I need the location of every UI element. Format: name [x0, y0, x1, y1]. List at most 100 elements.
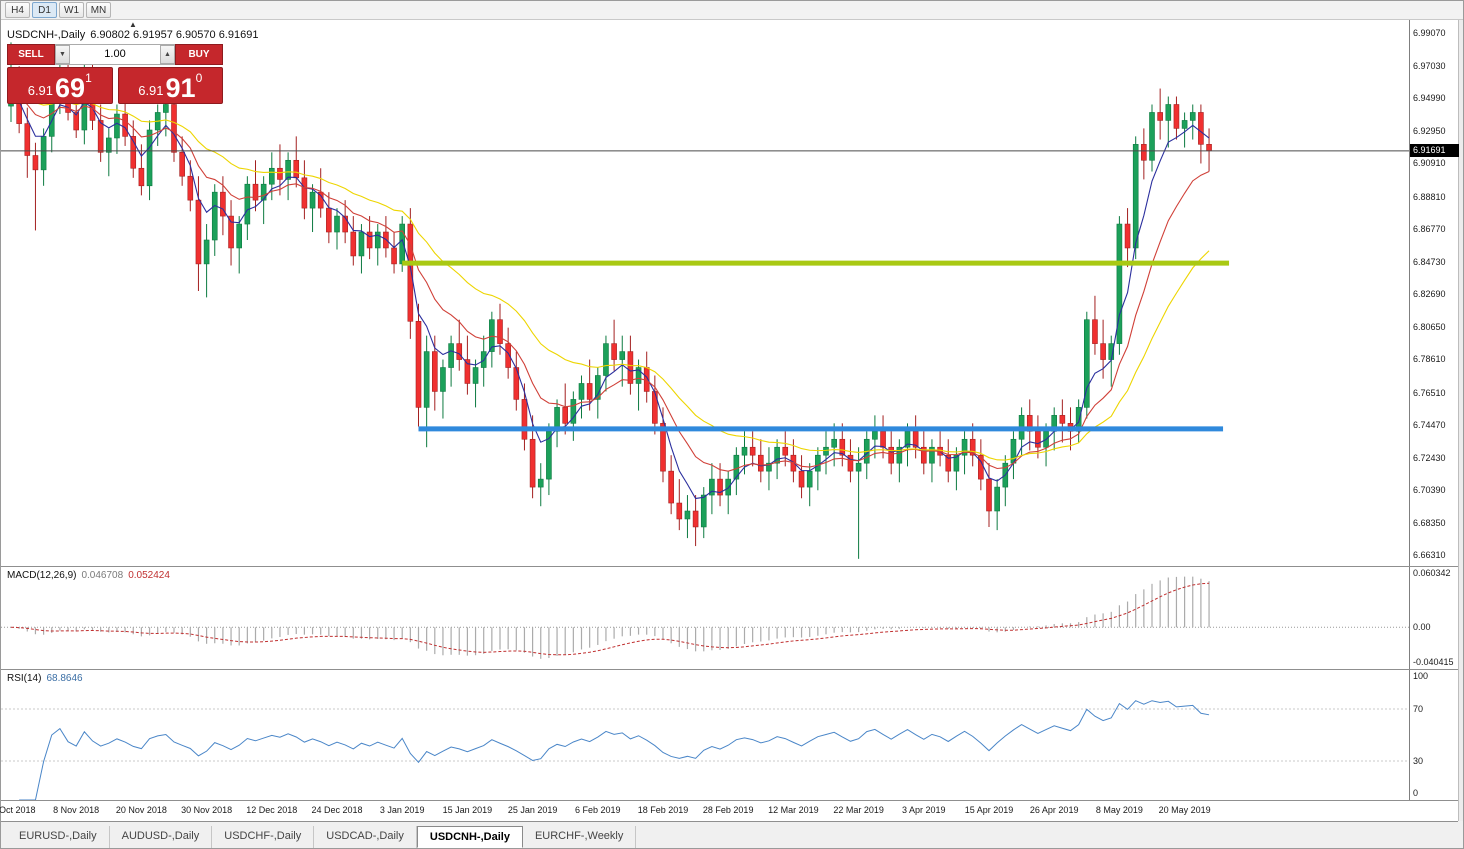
date-axis[interactable]: 29 Oct 2018 8 Nov 2018 20 Nov 2018 30 Nov 2…	[0, 801, 1458, 822]
timeframe-button-d1[interactable]: D1	[32, 2, 57, 18]
bid-price-box[interactable]: 6.91 69 1	[7, 67, 113, 104]
rsi-axis[interactable]: 100 70 30 0	[1409, 670, 1458, 800]
volume-decrease-button[interactable]: ▼	[55, 45, 70, 64]
rsi-axis-label: 70	[1413, 704, 1424, 714]
chart-ohlc-values: 6.90802 6.91957 6.90570 6.91691	[90, 29, 259, 41]
volume-increase-button[interactable]: ▲	[160, 45, 175, 64]
macd-name: MACD(12,26,9)	[7, 570, 77, 581]
ask-price-pip: 0	[195, 71, 203, 85]
one-click-trading-panel: SELL ▼ 1.00 ▲ BUY 6.91 69 1	[7, 44, 223, 104]
main-chart-plot[interactable]: ▲ USDCNH-,Daily 6.90802 6.91957 6.90570 6…	[1, 20, 1409, 566]
timeframe-toolbar: H4 D1 W1 MN	[1, 1, 1463, 20]
macd-axis[interactable]: 0.060342 0.00 -0.040415	[1409, 567, 1458, 669]
collapse-trade-panel-icon[interactable]: ▲	[129, 20, 137, 29]
rsi-plot[interactable]: RSI(14) 68.8646	[1, 670, 1409, 800]
rsi-axis-label: 100	[1413, 671, 1429, 681]
date-axis-label: 28 Feb 2019	[702, 805, 754, 815]
content-area: ▲ USDCNH-,Daily 6.90802 6.91957 6.90570 6…	[0, 20, 1463, 822]
date-axis-label: 20 Nov 2018	[115, 805, 167, 815]
symbol-tab-bar: EURUSD-,Daily AUDUSD-,Daily USDCHF-,Daily U…	[1, 821, 1463, 848]
rsi-value: 68.8646	[46, 673, 83, 684]
candlestick-chart-canvas[interactable]	[1, 20, 1409, 566]
price-axis-label: 6.78610	[1413, 354, 1446, 365]
price-axis[interactable]: 6.99070 6.97030 6.94990 6.92950 6.90910 6.888…	[1409, 20, 1459, 566]
tab-usdcad-daily[interactable]: USDCAD-,Daily	[314, 826, 417, 848]
current-price-tag: 6.91691	[1410, 143, 1459, 157]
timeframe-button-w1[interactable]: W1	[59, 2, 84, 18]
rsi-name: RSI(14)	[7, 673, 42, 684]
date-axis-label: 3 Jan 2019	[379, 805, 425, 815]
date-axis-label: 22 Mar 2019	[833, 805, 884, 815]
tab-usdcnh-daily[interactable]: USDCNH-,Daily	[416, 826, 523, 848]
tab-usdchf-daily[interactable]: USDCHF-,Daily	[212, 826, 315, 848]
rsi-label: RSI(14) 68.8646	[7, 673, 83, 684]
price-axis-label: 6.66310	[1413, 550, 1446, 561]
macd-chart-canvas[interactable]	[1, 567, 1409, 669]
rsi-axis-label: 30	[1413, 756, 1424, 766]
chart-window: ▲ USDCNH-,Daily 6.90802 6.91957 6.90570 6…	[0, 20, 1459, 822]
macd-axis-label: 0.060342	[1413, 568, 1451, 578]
volume-spinner: ▼ 1.00 ▲	[55, 44, 175, 65]
arrow-down-icon: ▼	[59, 51, 66, 58]
macd-main-value: 0.046708	[81, 570, 124, 581]
price-axis-label: 6.76510	[1413, 387, 1446, 398]
price-axis-label: 6.70390	[1413, 485, 1446, 496]
price-axis-label: 6.92950	[1413, 125, 1446, 136]
date-axis-label: 25 Jan 2019	[507, 805, 558, 815]
bid-price-prefix: 6.91	[27, 83, 54, 98]
price-axis-label: 6.74470	[1413, 420, 1446, 431]
date-axis-label: 8 May 2019	[1095, 805, 1143, 815]
date-axis-label: 29 Oct 2018	[0, 805, 36, 815]
date-axis-label: 15 Apr 2019	[964, 805, 1014, 815]
timeframe-button-mn[interactable]: MN	[86, 2, 111, 18]
date-axis-label: 24 Dec 2018	[311, 805, 363, 815]
chart-symbol-label: USDCNH-,Daily	[7, 29, 86, 41]
rsi-axis-label: 0	[1413, 788, 1419, 798]
bid-price-pip: 1	[85, 71, 92, 85]
macd-axis-label: 0.00	[1413, 622, 1431, 633]
buy-button[interactable]: BUY	[175, 44, 223, 65]
main-price-pane: ▲ USDCNH-,Daily 6.90802 6.91957 6.90570 6…	[1, 20, 1459, 567]
macd-label: MACD(12,26,9) 0.046708 0.052424	[7, 570, 170, 581]
macd-signal-value: 0.052424	[128, 570, 170, 581]
ask-price-box[interactable]: 6.91 91 0	[117, 67, 223, 104]
date-axis-label: 20 May 2019	[1158, 805, 1211, 815]
macd-plot[interactable]: MACD(12,26,9) 0.046708 0.052424	[1, 567, 1409, 669]
rsi-pane: RSI(14) 68.8646 100 70 30 0	[1, 670, 1458, 801]
price-axis-label: 6.88810	[1413, 191, 1446, 202]
date-axis-label: 30 Nov 2018	[181, 805, 233, 815]
date-axis-label: 12 Dec 2018	[246, 805, 298, 815]
price-axis-label: 6.99070	[1413, 28, 1446, 39]
price-axis-label: 6.90910	[1413, 158, 1446, 169]
tab-eurchf-weekly[interactable]: EURCHF-,Weekly	[523, 826, 637, 848]
tab-audusd-daily[interactable]: AUDUSD-,Daily	[110, 826, 213, 848]
macd-axis-label: -0.040415	[1413, 657, 1454, 667]
date-axis-label: 12 Mar 2019	[768, 805, 819, 815]
chart-title: USDCNH-,Daily 6.90802 6.91957 6.90570 6.9…	[7, 29, 258, 41]
date-axis-label: 8 Nov 2018	[53, 805, 100, 815]
date-axis-label: 3 Apr 2019	[902, 805, 946, 815]
date-axis-label: 15 Jan 2019	[442, 805, 493, 815]
price-axis-label: 6.82690	[1413, 289, 1446, 300]
date-axis-label: 6 Feb 2019	[575, 805, 621, 815]
price-axis-label: 6.80650	[1413, 321, 1446, 332]
price-axis-label: 6.94990	[1413, 93, 1446, 104]
window-edge-strip	[1458, 20, 1463, 821]
price-axis-label: 6.72430	[1413, 452, 1446, 463]
macd-pane: MACD(12,26,9) 0.046708 0.052424 0.060342 0.…	[1, 567, 1458, 670]
ask-price-big: 91	[165, 73, 196, 104]
date-axis-label: 26 Apr 2019	[1029, 805, 1079, 815]
rsi-chart-canvas[interactable]	[1, 670, 1409, 800]
sell-button[interactable]: SELL	[7, 44, 55, 65]
price-axis-label: 6.68350	[1413, 517, 1446, 528]
price-axis-label: 6.84730	[1413, 256, 1446, 267]
date-axis-label: 18 Feb 2019	[637, 805, 689, 815]
tab-eurusd-daily[interactable]: EURUSD-,Daily	[7, 826, 110, 848]
bid-price-big: 69	[55, 73, 86, 104]
arrow-up-icon: ▲	[164, 51, 171, 58]
volume-input[interactable]: 1.00	[104, 48, 126, 60]
price-axis-label: 6.97030	[1413, 60, 1446, 71]
ask-price-prefix: 6.91	[138, 83, 164, 98]
timeframe-button-h4[interactable]: H4	[5, 2, 30, 18]
